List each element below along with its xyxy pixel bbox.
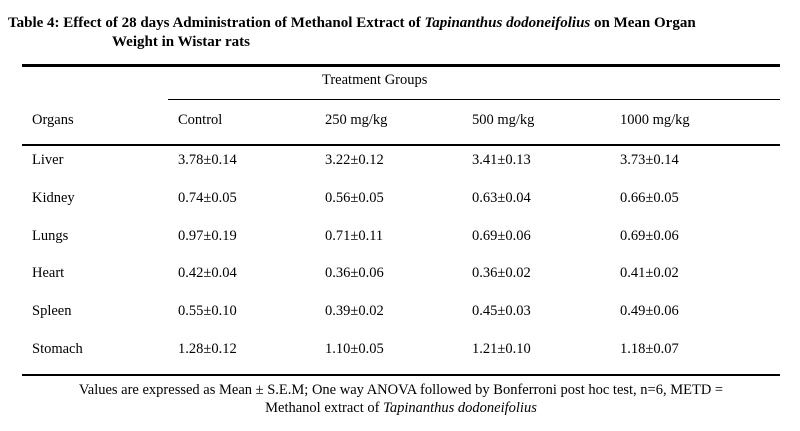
organ-name: Stomach [32, 341, 83, 357]
column-header-250: 250 mg/kg [325, 112, 388, 128]
column-header-control: Control [178, 112, 223, 128]
header-rule [22, 144, 780, 146]
footnote-line1: Values are expressed as Mean ± S.E.M; On… [78, 382, 724, 398]
table-cell: 3.78±0.14 [178, 152, 237, 168]
table-cell: 0.56±0.05 [325, 190, 384, 206]
table-cell: 0.74±0.05 [178, 190, 237, 206]
footnote-line2: Methanol extract of Tapinanthus dodoneif… [22, 399, 780, 417]
table-cell: 0.66±0.05 [620, 190, 679, 206]
organ-name: Heart [32, 265, 65, 281]
table-cell: 0.36±0.02 [472, 265, 531, 281]
footnote-species: Tapinanthus dodoneifolius [383, 400, 537, 416]
table-cell: 0.97±0.19 [178, 228, 237, 244]
table-cell: 0.41±0.02 [620, 265, 679, 281]
table-cell: 0.42±0.04 [178, 265, 237, 281]
bottom-rule [22, 374, 780, 376]
table-cell: 1.21±0.10 [472, 341, 531, 357]
organ-name: Liver [32, 152, 64, 168]
table-cell: 0.49±0.06 [620, 303, 679, 319]
table-cell: 1.28±0.12 [178, 341, 237, 357]
title-prefix: Table 4: Effect of 28 days Administratio… [8, 15, 425, 31]
table-footnote: Values are expressed as Mean ± S.E.M; On… [22, 381, 780, 417]
column-header-organs: Organs [32, 112, 74, 128]
table-cell: 3.73±0.14 [620, 152, 679, 168]
table-cell: 1.18±0.07 [620, 341, 679, 357]
table-cell: 0.63±0.04 [472, 190, 531, 206]
title-suffix: on Mean Organ [590, 15, 696, 31]
title-species: Tapinanthus dodoneifolius [424, 15, 591, 31]
table-cell: 0.55±0.10 [178, 303, 237, 319]
organ-name: Spleen [32, 303, 72, 319]
table-cell: 1.10±0.05 [325, 341, 384, 357]
table-cell: 0.69±0.06 [472, 228, 531, 244]
organ-name: Lungs [32, 228, 69, 244]
top-rule [22, 64, 780, 67]
column-header-1000: 1000 mg/kg [620, 112, 690, 128]
table-cell: 0.39±0.02 [325, 303, 384, 319]
table-cell: 0.45±0.03 [472, 303, 531, 319]
table-cell: 0.71±0.11 [325, 228, 384, 244]
group-header-rule [168, 99, 780, 100]
table-cell: 0.36±0.06 [325, 265, 384, 281]
table-cell: 3.22±0.12 [325, 152, 384, 168]
footnote-line2-prefix: Methanol extract of [265, 400, 384, 416]
table-cell: 0.69±0.06 [620, 228, 679, 244]
column-header-500: 500 mg/kg [472, 112, 535, 128]
table-title: Table 4: Effect of 28 days Administratio… [8, 14, 792, 52]
title-line2: Weight in Wistar rats [112, 34, 250, 50]
table-cell: 3.41±0.13 [472, 152, 531, 168]
group-header: Treatment Groups [322, 72, 428, 88]
organ-name: Kidney [32, 190, 75, 206]
